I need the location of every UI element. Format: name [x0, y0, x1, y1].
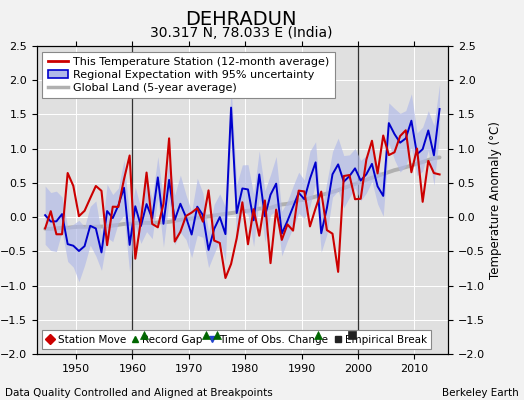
Text: DEHRADUN: DEHRADUN: [185, 10, 297, 29]
Text: 30.317 N, 78.033 E (India): 30.317 N, 78.033 E (India): [150, 26, 332, 40]
Y-axis label: Temperature Anomaly (°C): Temperature Anomaly (°C): [489, 121, 502, 279]
Legend: Station Move, Record Gap, Time of Obs. Change, Empirical Break: Station Move, Record Gap, Time of Obs. C…: [42, 330, 431, 349]
Text: Data Quality Controlled and Aligned at Breakpoints: Data Quality Controlled and Aligned at B…: [5, 388, 273, 398]
Text: Berkeley Earth: Berkeley Earth: [442, 388, 519, 398]
